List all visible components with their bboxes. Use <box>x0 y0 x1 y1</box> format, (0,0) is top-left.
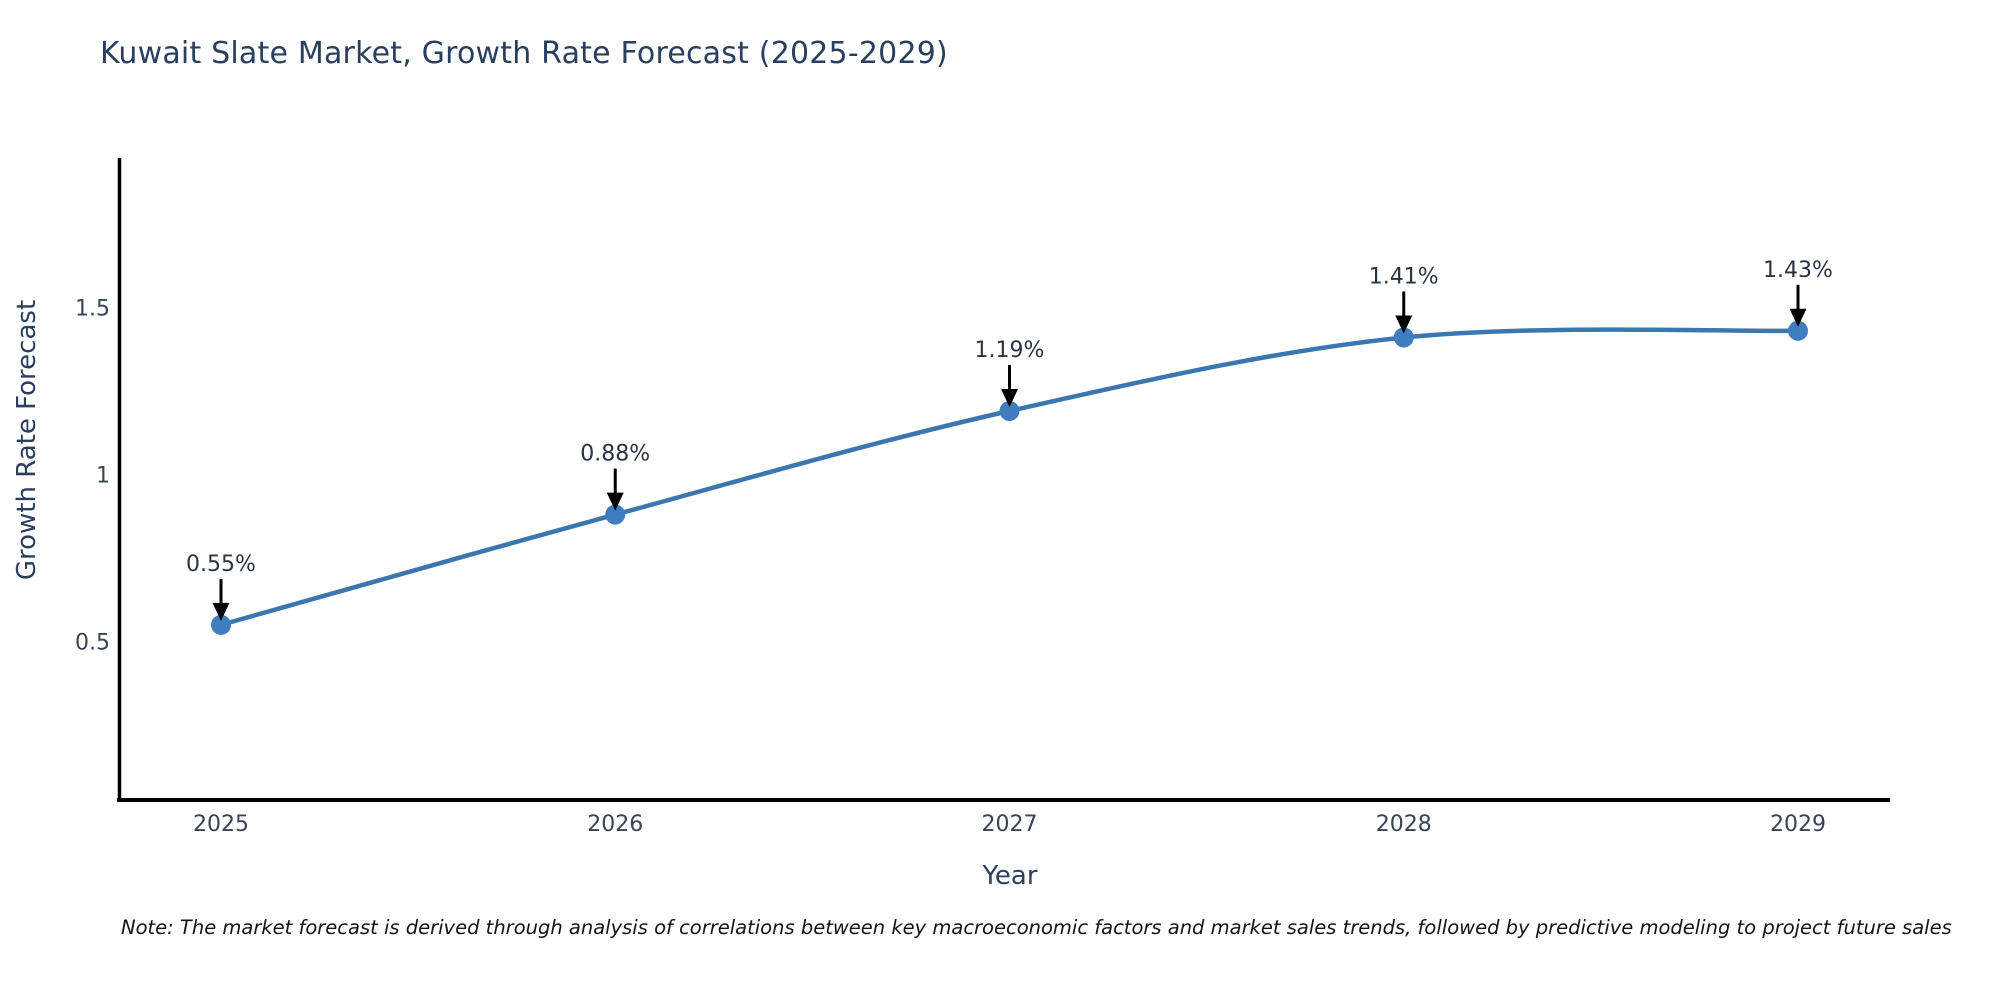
annotation-arrowhead <box>1789 308 1807 327</box>
data-point-label: 1.41% <box>1369 264 1439 289</box>
annotation-arrowhead <box>1395 315 1413 334</box>
x-tick-label: 2028 <box>1376 812 1432 837</box>
data-point-label: 0.55% <box>186 552 256 577</box>
data-point-label: 0.88% <box>580 442 650 467</box>
chart-title: Kuwait Slate Market, Growth Rate Forecas… <box>100 36 948 71</box>
data-point-marker <box>211 614 231 635</box>
data-point-marker <box>1788 320 1808 341</box>
annotation-arrowhead <box>606 492 624 511</box>
x-tick-label: 2029 <box>1770 812 1826 837</box>
x-tick-label: 2025 <box>193 812 249 837</box>
x-axis-title: Year <box>982 861 1038 891</box>
data-point-marker <box>999 400 1020 421</box>
data-point-marker <box>605 504 626 525</box>
data-point-marker <box>1393 327 1414 348</box>
y-tick-label: 1 <box>96 463 110 488</box>
x-tick-label: 2026 <box>587 812 643 837</box>
x-tick-label: 2027 <box>982 812 1038 837</box>
annotation-arrowhead <box>212 602 230 621</box>
data-point-label: 1.19% <box>975 338 1045 363</box>
annotation-arrowhead <box>1001 388 1018 407</box>
footnote: Note: The market forecast is derived thr… <box>121 916 1952 939</box>
data-point-label: 1.43% <box>1763 258 1833 283</box>
y-tick-label: 0.5 <box>75 631 110 656</box>
y-tick-label: 1.5 <box>75 296 110 321</box>
